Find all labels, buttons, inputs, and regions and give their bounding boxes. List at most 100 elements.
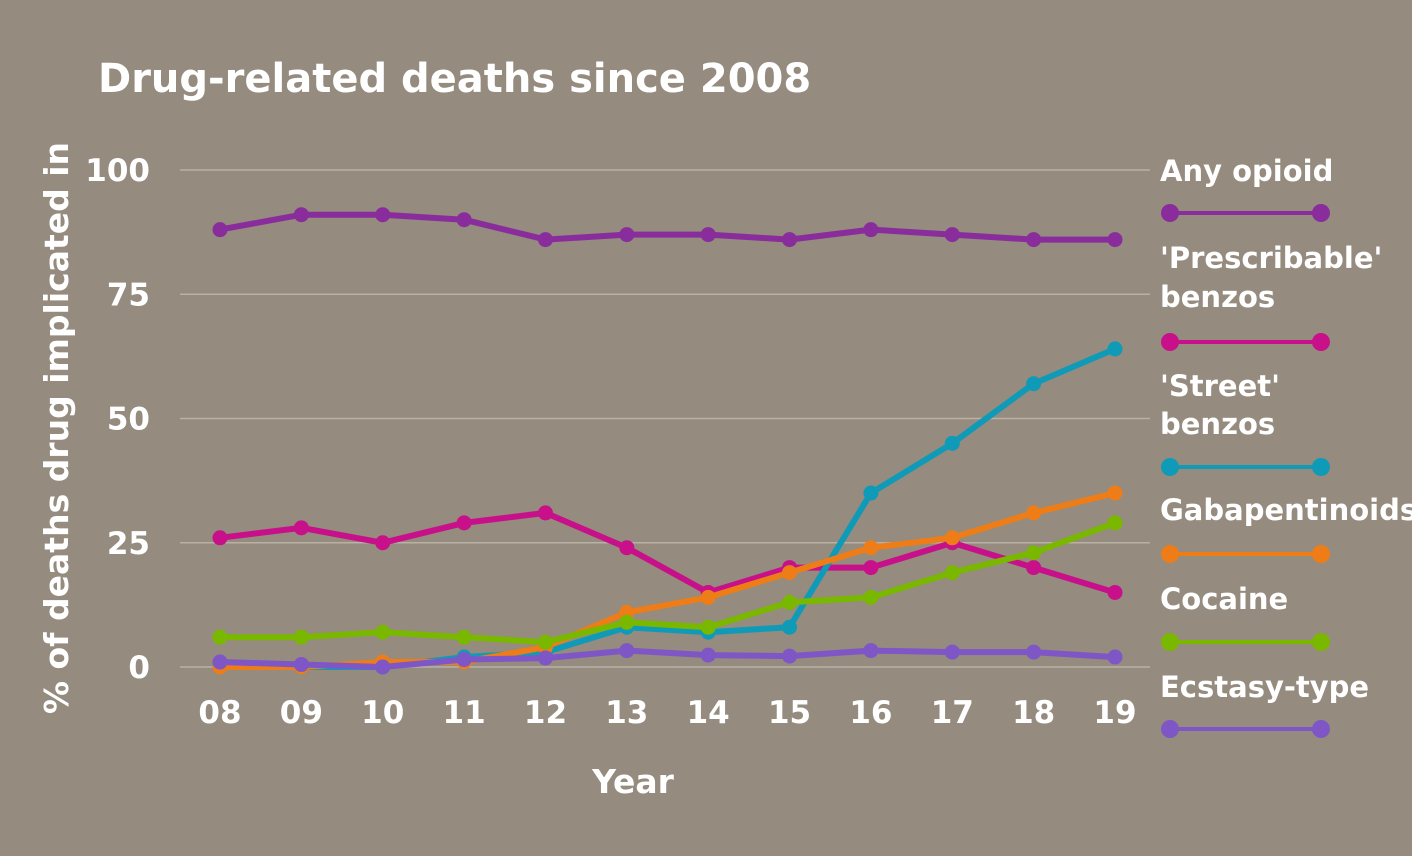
data-point	[375, 207, 391, 223]
x-tick-label: 10	[361, 695, 404, 731]
legend-swatch-marker	[1312, 545, 1330, 563]
legend-item: Ecstasy-type	[1160, 670, 1369, 738]
y-tick-label: 50	[107, 402, 150, 438]
data-point	[1026, 545, 1042, 561]
series-line	[217, 647, 1118, 670]
data-point	[944, 644, 960, 660]
legend-label: benzos	[1160, 280, 1275, 314]
legend-label: benzos	[1160, 407, 1275, 441]
data-point	[212, 530, 228, 546]
data-point	[700, 647, 716, 663]
data-point	[537, 634, 553, 650]
y-tick-label: 0	[128, 650, 150, 686]
legend-swatch-marker	[1312, 333, 1330, 351]
data-point	[863, 643, 879, 659]
chart-title: Drug-related deaths since 2008	[98, 56, 811, 102]
data-point	[619, 643, 635, 659]
legend-label: Cocaine	[1160, 582, 1288, 616]
x-tick-label: 12	[524, 695, 567, 731]
series-0	[212, 207, 1123, 248]
data-point	[1107, 584, 1123, 600]
x-axis-label: Year	[591, 762, 675, 801]
data-point	[1107, 515, 1123, 531]
legend: Any opioid 'Prescribable' benzos 'Street' be…	[1160, 154, 1412, 738]
series-line	[217, 519, 1118, 646]
y-axis-label: % of deaths drug implicated in	[37, 142, 76, 714]
legend-swatch-marker	[1161, 720, 1179, 738]
data-point	[863, 540, 879, 556]
x-tick-label: 11	[443, 695, 486, 731]
legend-item: 'Street' benzos	[1160, 369, 1330, 476]
data-point	[1026, 644, 1042, 660]
y-tick-label: 75	[107, 277, 150, 313]
y-tick-label: 25	[107, 526, 150, 562]
data-point	[782, 594, 798, 610]
data-point	[537, 232, 553, 248]
x-tick-label: 17	[931, 695, 974, 731]
legend-item: Any opioid	[1160, 154, 1333, 222]
series-line	[217, 490, 1118, 670]
data-point	[375, 624, 391, 640]
data-point	[863, 222, 879, 238]
series-line	[217, 345, 1118, 670]
data-point	[375, 535, 391, 551]
data-point	[456, 515, 472, 531]
data-point	[293, 657, 309, 673]
data-point	[782, 648, 798, 664]
legend-swatch-marker	[1161, 633, 1179, 651]
x-tick-label: 19	[1093, 695, 1136, 731]
data-point	[1026, 505, 1042, 521]
legend-label: Any opioid	[1160, 154, 1333, 188]
data-point	[619, 227, 635, 243]
series-5	[212, 643, 1123, 675]
data-point	[212, 222, 228, 238]
data-point	[863, 485, 879, 501]
data-point	[293, 520, 309, 536]
series-line	[217, 509, 1118, 596]
legend-item: Gabapentinoids	[1160, 493, 1412, 563]
series-3	[212, 485, 1123, 675]
x-tick-labels: 08 09 10 11 12 13 14 15 16 17 18 19	[198, 695, 1136, 731]
x-tick-label: 16	[849, 695, 892, 731]
data-point	[944, 435, 960, 451]
data-point	[619, 540, 635, 556]
legend-swatch-marker	[1312, 633, 1330, 651]
legend-swatch-marker	[1312, 720, 1330, 738]
series-line	[217, 211, 1118, 243]
data-point	[1107, 485, 1123, 501]
x-tick-label: 15	[768, 695, 811, 731]
legend-swatch-marker	[1312, 458, 1330, 476]
data-point	[375, 659, 391, 675]
data-point	[944, 565, 960, 581]
legend-label: 'Street'	[1160, 369, 1280, 403]
data-point	[456, 629, 472, 645]
x-tick-label: 13	[605, 695, 648, 731]
data-point	[1026, 376, 1042, 392]
data-point	[212, 654, 228, 670]
data-point	[1026, 560, 1042, 576]
data-point	[293, 207, 309, 223]
data-point	[619, 614, 635, 630]
legend-swatch-marker	[1312, 204, 1330, 222]
data-point	[782, 565, 798, 581]
data-point	[782, 232, 798, 248]
gridlines	[180, 169, 1150, 668]
data-point	[293, 629, 309, 645]
series-lines	[212, 207, 1123, 675]
legend-item: Cocaine	[1160, 582, 1330, 651]
data-point	[863, 560, 879, 576]
data-point	[782, 619, 798, 635]
data-point	[863, 589, 879, 605]
x-tick-label: 09	[280, 695, 323, 731]
legend-swatch-marker	[1161, 545, 1179, 563]
legend-item: 'Prescribable' benzos	[1160, 241, 1382, 351]
series-4	[212, 515, 1123, 650]
data-point	[1107, 232, 1123, 248]
data-point	[700, 589, 716, 605]
data-point	[944, 227, 960, 243]
x-tick-label: 14	[687, 695, 730, 731]
data-point	[537, 650, 553, 666]
y-tick-labels: 0 25 50 75 100	[85, 153, 150, 686]
data-point	[456, 212, 472, 228]
